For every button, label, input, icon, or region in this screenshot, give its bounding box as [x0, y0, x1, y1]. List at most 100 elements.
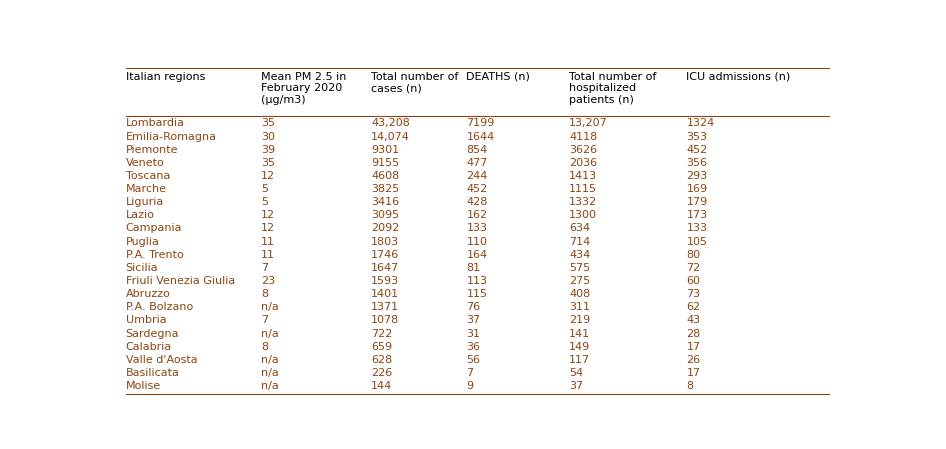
- Text: Basilicata: Basilicata: [126, 368, 180, 378]
- Text: 714: 714: [569, 237, 590, 247]
- Text: 13,207: 13,207: [569, 119, 608, 128]
- Text: n/a: n/a: [261, 381, 279, 391]
- Text: 26: 26: [687, 355, 701, 365]
- Text: 1078: 1078: [371, 316, 399, 326]
- Text: 1332: 1332: [569, 197, 597, 207]
- Text: 133: 133: [466, 224, 487, 233]
- Text: 7: 7: [261, 316, 269, 326]
- Text: Calabria: Calabria: [126, 342, 172, 352]
- Text: 3095: 3095: [371, 210, 399, 220]
- Text: 244: 244: [466, 171, 488, 181]
- Text: 80: 80: [687, 250, 701, 260]
- Text: 3416: 3416: [371, 197, 399, 207]
- Text: 36: 36: [466, 342, 481, 352]
- Text: 81: 81: [466, 263, 481, 273]
- Text: 149: 149: [569, 342, 590, 352]
- Text: 4118: 4118: [569, 132, 597, 141]
- Text: 226: 226: [371, 368, 393, 378]
- Text: P.A. Bolzano: P.A. Bolzano: [126, 302, 193, 313]
- Text: 9155: 9155: [371, 158, 399, 168]
- Text: 452: 452: [687, 145, 708, 154]
- Text: 4608: 4608: [371, 171, 399, 181]
- Text: Abruzzo: Abruzzo: [126, 289, 170, 299]
- Text: Veneto: Veneto: [126, 158, 165, 168]
- Text: 39: 39: [261, 145, 275, 154]
- Text: 14,074: 14,074: [371, 132, 410, 141]
- Text: 5: 5: [261, 184, 269, 194]
- Text: 43,208: 43,208: [371, 119, 410, 128]
- Text: Umbria: Umbria: [126, 316, 166, 326]
- Text: Emilia-Romagna: Emilia-Romagna: [126, 132, 217, 141]
- Text: 11: 11: [261, 237, 275, 247]
- Text: Friuli Venezia Giulia: Friuli Venezia Giulia: [126, 276, 235, 286]
- Text: 162: 162: [466, 210, 487, 220]
- Text: 293: 293: [687, 171, 708, 181]
- Text: 76: 76: [466, 302, 481, 313]
- Text: 356: 356: [687, 158, 708, 168]
- Text: 30: 30: [261, 132, 275, 141]
- Text: 1115: 1115: [569, 184, 597, 194]
- Text: Toscana: Toscana: [126, 171, 170, 181]
- Text: 275: 275: [569, 276, 590, 286]
- Text: 2092: 2092: [371, 224, 399, 233]
- Text: ICU admissions (n): ICU admissions (n): [687, 72, 791, 82]
- Text: 5: 5: [261, 197, 269, 207]
- Text: 11: 11: [261, 250, 275, 260]
- Text: n/a: n/a: [261, 302, 279, 313]
- Text: 8: 8: [687, 381, 693, 391]
- Text: 12: 12: [261, 210, 275, 220]
- Text: 35: 35: [261, 158, 275, 168]
- Text: Sardegna: Sardegna: [126, 329, 179, 339]
- Text: 1300: 1300: [569, 210, 597, 220]
- Text: 219: 219: [569, 316, 590, 326]
- Text: 2036: 2036: [569, 158, 597, 168]
- Text: 54: 54: [569, 368, 584, 378]
- Text: 353: 353: [687, 132, 708, 141]
- Text: 575: 575: [569, 263, 590, 273]
- Text: 28: 28: [687, 329, 701, 339]
- Text: 7199: 7199: [466, 119, 495, 128]
- Text: 113: 113: [466, 276, 487, 286]
- Text: 9301: 9301: [371, 145, 399, 154]
- Text: 477: 477: [466, 158, 488, 168]
- Text: 1647: 1647: [371, 263, 399, 273]
- Text: P.A. Trento: P.A. Trento: [126, 250, 184, 260]
- Text: 37: 37: [569, 381, 584, 391]
- Text: 1401: 1401: [371, 289, 399, 299]
- Text: 628: 628: [371, 355, 393, 365]
- Text: 408: 408: [569, 289, 590, 299]
- Text: 35: 35: [261, 119, 275, 128]
- Text: Marche: Marche: [126, 184, 166, 194]
- Text: 428: 428: [466, 197, 488, 207]
- Text: Total number of
hospitalized
patients (n): Total number of hospitalized patients (n…: [569, 72, 657, 105]
- Text: 452: 452: [466, 184, 488, 194]
- Text: 60: 60: [687, 276, 700, 286]
- Text: 434: 434: [569, 250, 590, 260]
- Text: 23: 23: [261, 276, 275, 286]
- Text: 141: 141: [569, 329, 590, 339]
- Text: 7: 7: [261, 263, 269, 273]
- Text: n/a: n/a: [261, 355, 279, 365]
- Text: Sicilia: Sicilia: [126, 263, 158, 273]
- Text: 1324: 1324: [687, 119, 714, 128]
- Text: 17: 17: [687, 342, 701, 352]
- Text: Mean PM 2.5 in
February 2020
(μg/m3): Mean PM 2.5 in February 2020 (μg/m3): [261, 72, 346, 105]
- Text: 43: 43: [687, 316, 701, 326]
- Text: 144: 144: [371, 381, 393, 391]
- Text: 17: 17: [687, 368, 701, 378]
- Text: 1593: 1593: [371, 276, 399, 286]
- Text: n/a: n/a: [261, 329, 279, 339]
- Text: 1746: 1746: [371, 250, 399, 260]
- Text: 8: 8: [261, 342, 269, 352]
- Text: Puglia: Puglia: [126, 237, 160, 247]
- Text: 1413: 1413: [569, 171, 597, 181]
- Text: 1644: 1644: [466, 132, 495, 141]
- Text: 164: 164: [466, 250, 487, 260]
- Text: Valle d'Aosta: Valle d'Aosta: [126, 355, 197, 365]
- Text: 1371: 1371: [371, 302, 399, 313]
- Text: Liguria: Liguria: [126, 197, 164, 207]
- Text: 117: 117: [569, 355, 590, 365]
- Text: 31: 31: [466, 329, 481, 339]
- Text: 133: 133: [687, 224, 708, 233]
- Text: 3626: 3626: [569, 145, 597, 154]
